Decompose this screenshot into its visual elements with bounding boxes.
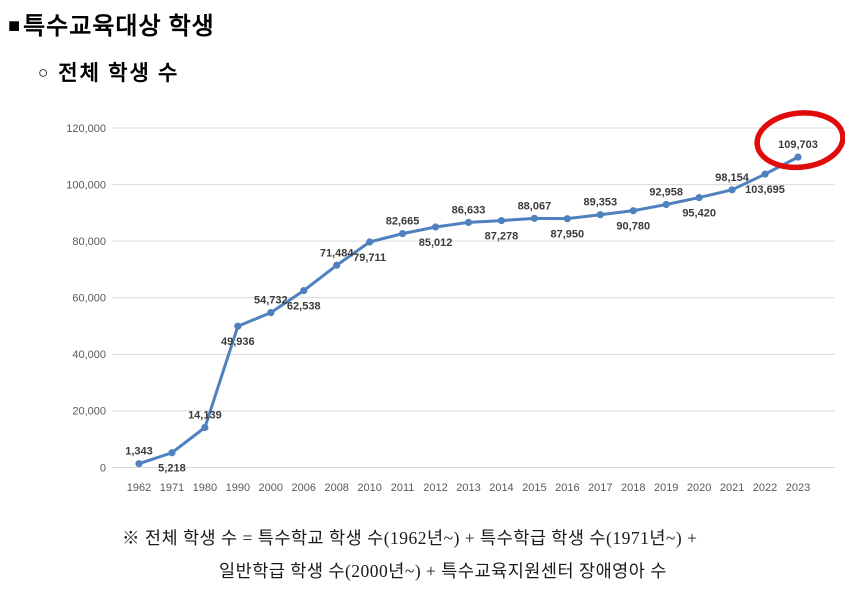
- x-tick-label: 2013: [456, 482, 480, 494]
- data-point: [333, 261, 341, 269]
- page-title: ■특수교육대상 학생: [8, 6, 215, 41]
- data-point: [497, 216, 506, 225]
- square-bullet-icon: ■: [8, 15, 22, 37]
- data-point: [300, 286, 308, 295]
- data-label: 82,665: [386, 216, 420, 228]
- data-point: [596, 211, 604, 219]
- data-label: 103,695: [745, 184, 785, 196]
- data-point: [234, 322, 242, 330]
- y-tick-label: 120,000: [66, 123, 106, 135]
- data-label: 87,950: [551, 229, 585, 241]
- x-tick-label: 2008: [324, 482, 348, 494]
- y-tick-label: 20,000: [72, 406, 106, 418]
- data-point: [431, 223, 440, 231]
- data-point: [399, 230, 407, 238]
- x-tick-label: 2017: [588, 482, 612, 494]
- data-label: 87,278: [485, 231, 519, 243]
- x-tick-label: 1990: [226, 482, 250, 494]
- x-tick-label: 2012: [423, 482, 447, 494]
- data-point: [662, 200, 670, 209]
- data-label: 90,780: [616, 221, 650, 233]
- footnote-line-2: 일반학급 학생 수(2000년~) + 특수교육지원센터 장애영아 수: [219, 561, 667, 581]
- data-label: 1,343: [125, 446, 153, 458]
- y-tick-label: 100,000: [66, 179, 106, 191]
- data-point: [530, 214, 539, 222]
- x-tick-label: 2011: [391, 482, 415, 494]
- x-tick-label: 2022: [753, 482, 777, 494]
- x-tick-label: 2006: [292, 482, 316, 494]
- data-label: 62,538: [287, 301, 321, 313]
- x-tick-label: 2020: [687, 482, 711, 494]
- data-label: 71,484: [320, 247, 355, 259]
- x-tick-label: 1962: [127, 482, 151, 494]
- y-tick-label: 60,000: [72, 293, 106, 305]
- x-tick-label: 2000: [259, 482, 283, 494]
- data-label: 85,012: [419, 237, 453, 249]
- x-tick-label: 2015: [522, 482, 546, 494]
- x-tick-label: 2019: [654, 482, 678, 494]
- data-point: [794, 153, 802, 161]
- data-point: [464, 218, 473, 227]
- circle-bullet-icon: ○: [38, 63, 51, 82]
- section-subtitle: ○ 전체 학생 수: [38, 57, 179, 87]
- data-point: [695, 193, 703, 202]
- page-title-text: 특수교육대상 학생: [23, 14, 215, 40]
- data-point: [366, 238, 374, 246]
- data-label: 86,633: [452, 204, 486, 216]
- data-label: 88,067: [518, 200, 552, 212]
- section-subtitle-text: 전체 학생 수: [58, 61, 180, 85]
- data-point: [629, 207, 637, 215]
- data-point: [201, 423, 209, 432]
- chart-line: [137, 155, 800, 466]
- data-point: [728, 186, 736, 194]
- data-label: 5,218: [158, 463, 186, 475]
- data-label: 98,154: [715, 172, 750, 184]
- data-point: [168, 449, 176, 457]
- data-point: [135, 460, 143, 468]
- data-label: 49,936: [221, 336, 255, 348]
- footnote-line-1: ※ 전체 학생 수 = 특수학교 학생 수(1962년~) + 특수학급 학생 …: [122, 528, 698, 548]
- x-tick-label: 1971: [160, 482, 184, 494]
- data-label: 92,958: [649, 187, 683, 199]
- x-tick-label: 2016: [555, 482, 579, 494]
- data-point: [267, 309, 275, 317]
- data-label: 14,139: [188, 409, 222, 421]
- data-label: 95,420: [682, 208, 716, 220]
- y-tick-label: 80,000: [72, 236, 106, 248]
- y-tick-label: 40,000: [72, 349, 106, 361]
- highlight-ellipse: [754, 110, 845, 171]
- data-label: 89,353: [583, 197, 617, 209]
- y-tick-label: 0: [100, 462, 106, 474]
- x-tick-label: 1980: [193, 482, 217, 494]
- x-tick-label: 2023: [786, 482, 810, 494]
- data-point: [563, 215, 571, 223]
- data-point: [761, 170, 769, 178]
- data-label: 79,711: [353, 252, 386, 264]
- x-tick-label: 2021: [720, 482, 744, 494]
- data-label: 109,703: [778, 139, 818, 151]
- x-tick-label: 2014: [489, 482, 513, 494]
- x-tick-label: 2018: [621, 482, 645, 494]
- x-tick-label: 2010: [357, 482, 381, 494]
- data-label: 54,732: [254, 295, 288, 307]
